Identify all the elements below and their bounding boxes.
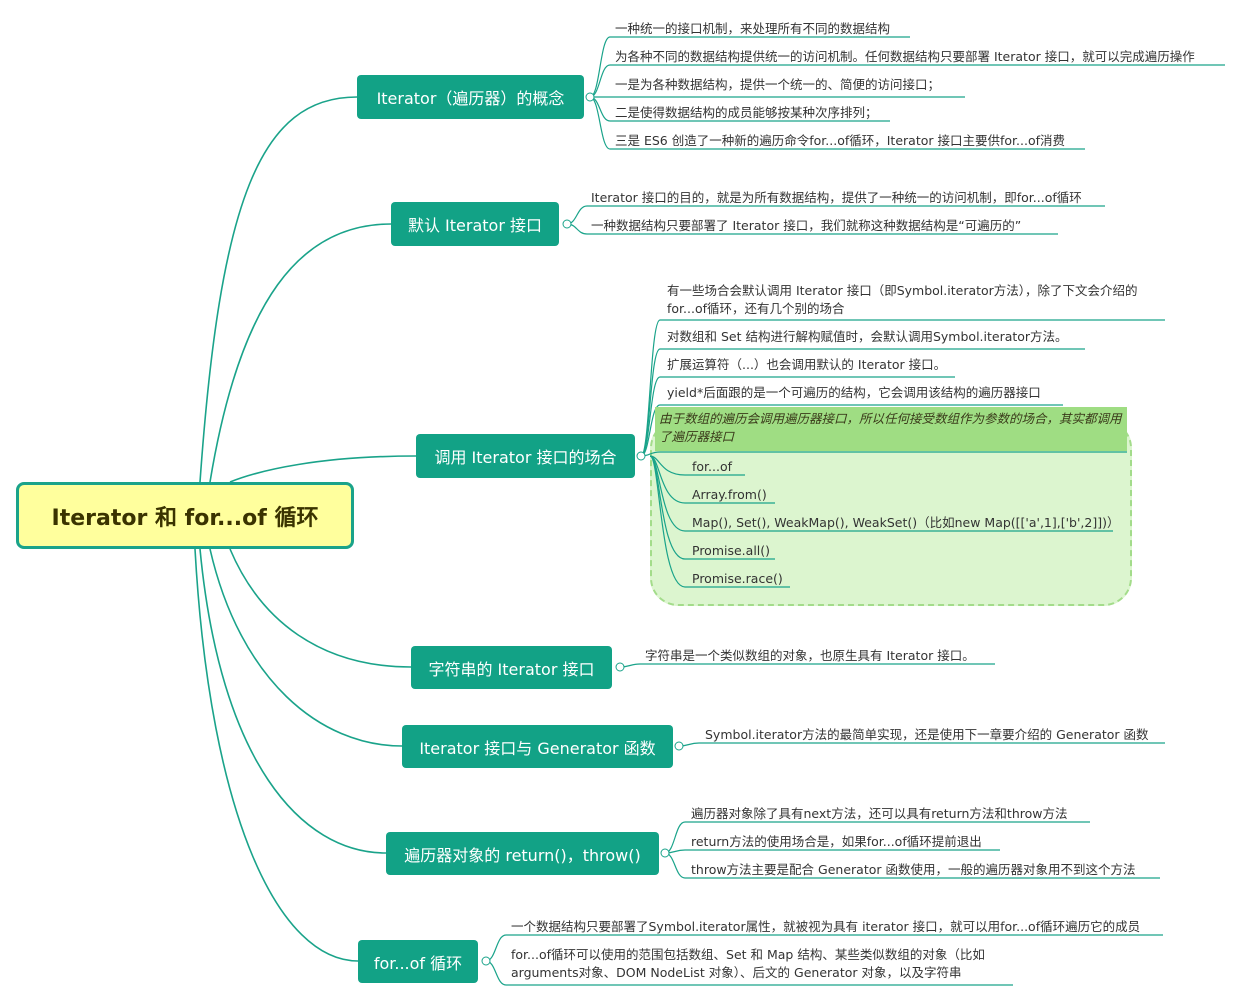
leaf-item: yield*后面跟的是一个可遍历的结构，它会调用该结构的遍历器接口: [667, 385, 1041, 400]
leaf-item: 二是使得数据结构的成员能够按某种次序排列；: [615, 105, 878, 120]
leaf-item: 一种统一的接口机制，来处理所有不同的数据结构: [615, 21, 891, 36]
topic-return-throw[interactable]: 遍历器对象的 return()，throw(): [386, 832, 659, 875]
subleaf-item: Array.from(): [692, 487, 767, 502]
leaf-item: 一是为各种数据结构，提供一个统一的、简便的访问接口；: [615, 77, 941, 92]
leaf-item: for...of循环可以使用的范围包括数组、Set 和 Map 结构、某些类似数…: [511, 947, 985, 980]
leaf-item: 对数组和 Set 结构进行解构赋值时，会默认调用Symbol.iterator方…: [667, 329, 1068, 344]
leaf-item: Iterator 接口的目的，就是为所有数据结构，提供了一种统一的访问机制，即f…: [591, 190, 1082, 205]
leaf-item: Symbol.iterator方法的最简单实现，还是使用下一章要介绍的 Gene…: [705, 727, 1149, 742]
leaf-item: 有一些场合会默认调用 Iterator 接口（即Symbol.iterator方…: [667, 283, 1138, 316]
subleaf-item: Promise.all(): [692, 543, 771, 558]
leaf-item: 一种数据结构只要部署了 Iterator 接口，我们就称这种数据结构是“可遍历的…: [591, 218, 1022, 233]
topic-iterator-generator[interactable]: Iterator 接口与 Generator 函数: [402, 725, 673, 768]
topic-for-of-loop[interactable]: for...of 循环: [358, 940, 478, 983]
leaf-item: return方法的使用场合是，如果for...of循环提前退出: [691, 834, 982, 849]
root-topic[interactable]: Iterator 和 for...of 循环: [16, 482, 354, 549]
leaf-item: 一个数据结构只要部署了Symbol.iterator属性，就被视为具有 iter…: [511, 919, 1141, 934]
topic-default-iterator[interactable]: 默认 Iterator 接口: [391, 202, 559, 246]
leaf-item: 三是 ES6 创造了一种新的遍历命令for...of循环，Iterator 接口…: [615, 133, 1065, 148]
leaf-item: throw方法主要是配合 Generator 函数使用，一般的遍历器对象用不到这…: [691, 862, 1136, 877]
subleaf-item: Map(), Set(), WeakMap(), WeakSet()（比如new…: [692, 515, 1120, 530]
leaf-item: 为各种不同的数据结构提供统一的访问机制。任何数据结构只要部署 Iterator …: [615, 49, 1195, 64]
topic-string-iterator[interactable]: 字符串的 Iterator 接口: [411, 646, 612, 689]
leaf-item: 遍历器对象除了具有next方法，还可以具有return方法和throw方法: [691, 806, 1068, 821]
leaf-item: 扩展运算符（...）也会调用默认的 Iterator 接口。: [667, 357, 947, 372]
highlight-note: 由于数组的遍历会调用遍历器接口，所以任何接受数组作为参数的场合，其实都调用了遍历…: [655, 407, 1127, 451]
subleaf-item: Promise.race(): [692, 571, 783, 586]
leaf-item: 字符串是一个类似数组的对象，也原生具有 Iterator 接口。: [645, 648, 975, 663]
highlight-cloud-boundary: [650, 420, 1132, 606]
topic-iterator-concept[interactable]: Iterator（遍历器）的概念: [357, 75, 584, 119]
subleaf-item: for...of: [692, 459, 733, 474]
topic-iterator-call-sites[interactable]: 调用 Iterator 接口的场合: [416, 434, 635, 478]
